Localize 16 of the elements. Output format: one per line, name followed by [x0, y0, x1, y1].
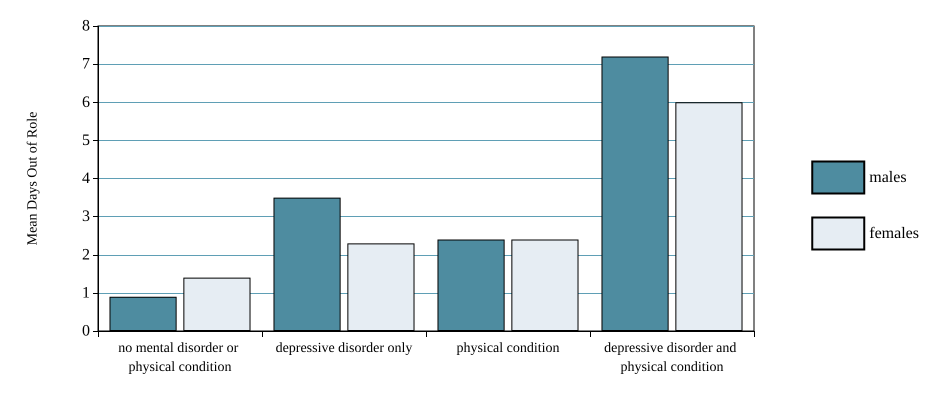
y-tick-label: 8: [82, 18, 90, 34]
legend-label: males: [869, 169, 907, 186]
x-tick-label: no mental disorder or physical condition: [118, 341, 242, 375]
y-tick-label: 4: [82, 170, 90, 187]
y-tick-label: 7: [82, 56, 90, 73]
y-tick-label: 1: [82, 284, 90, 302]
y-tick-label: 2: [82, 246, 90, 264]
x-tick-label: depressive disorder only: [276, 341, 412, 356]
y-tick-label: 6: [82, 94, 90, 111]
legend-label: females: [869, 225, 919, 242]
y-tick-label: 5: [82, 132, 90, 149]
y-axis-title: Mean Days Out of Role: [26, 112, 40, 246]
y-tick-label: 0: [82, 322, 90, 340]
y-tick-label: 3: [82, 208, 90, 226]
x-tick-label: physical condition: [456, 341, 560, 356]
x-tick-label: depressive disorder and physical condition: [604, 341, 740, 375]
